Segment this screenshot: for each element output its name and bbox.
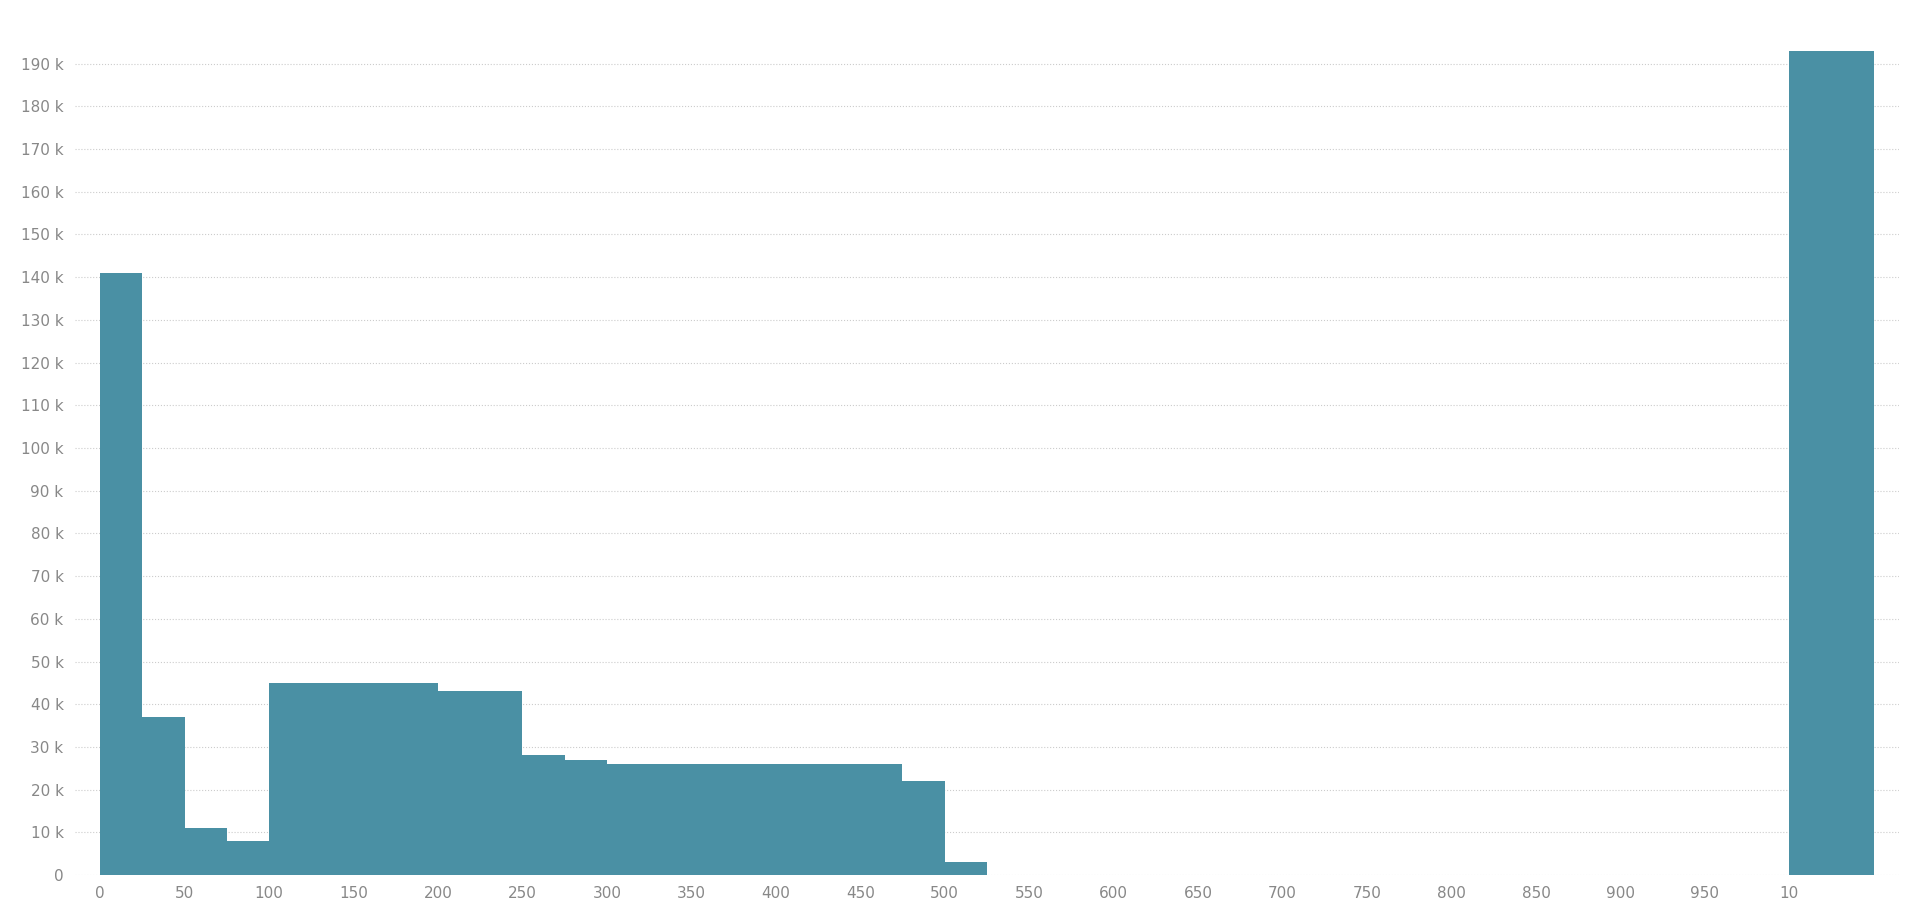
Bar <box>269 683 311 875</box>
Bar <box>776 764 860 875</box>
Bar <box>902 781 945 875</box>
Bar <box>691 764 776 875</box>
Bar <box>438 692 522 875</box>
Bar <box>945 862 987 875</box>
Bar <box>353 683 438 875</box>
Bar <box>311 683 353 875</box>
Bar <box>1789 51 1874 875</box>
Bar <box>227 841 269 875</box>
Bar <box>564 760 607 875</box>
Bar <box>184 828 227 875</box>
Bar <box>522 755 564 875</box>
Bar <box>607 764 691 875</box>
Bar <box>860 764 902 875</box>
Bar <box>142 717 184 875</box>
Bar <box>100 273 142 875</box>
